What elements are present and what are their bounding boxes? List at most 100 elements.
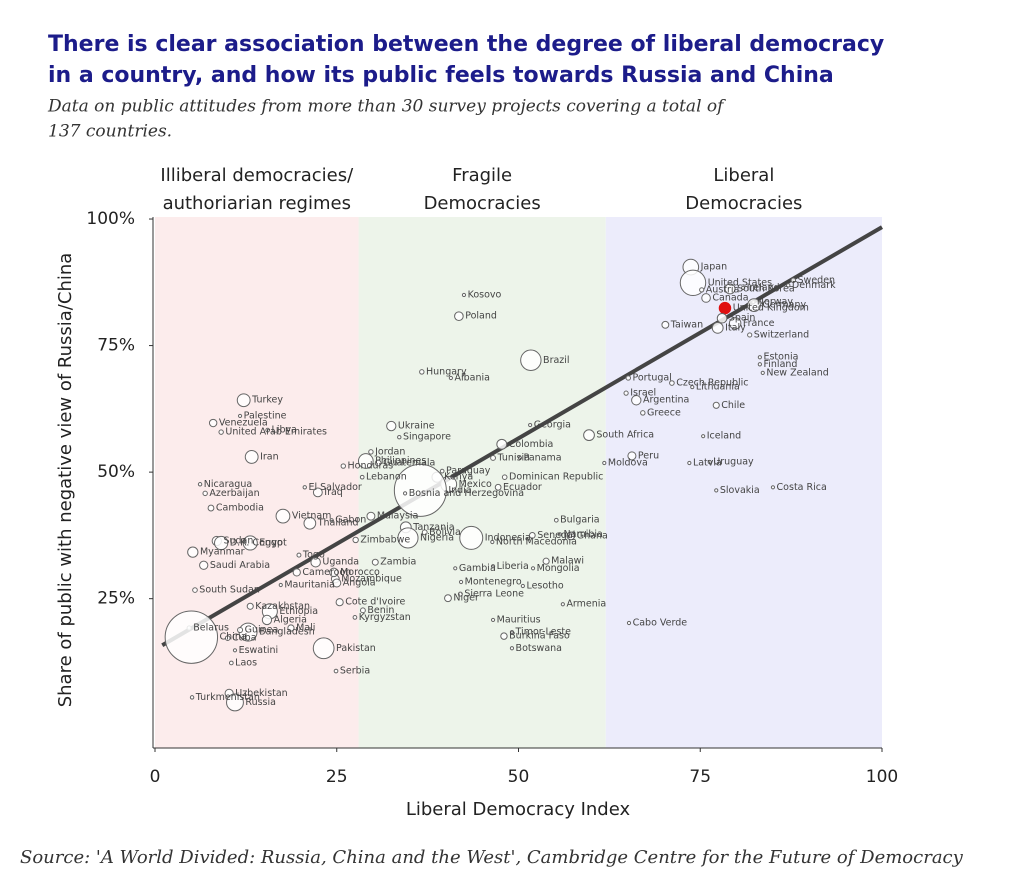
data-point [747,298,761,312]
point-label: Honduras [348,461,394,472]
data-point [352,536,359,544]
data-point [687,460,692,466]
data-point [528,532,536,539]
data-point [192,587,198,593]
point-label: Latvia [693,458,722,469]
point-label: Italy [725,322,746,333]
point-label: Denmark [792,280,836,291]
data-point [214,535,229,551]
point-label: Brazil [543,355,570,366]
point-label: Peru [638,450,659,461]
point-label: Malaysia [377,511,419,522]
point-label: Timor-Leste [515,627,572,638]
data-point [340,463,347,469]
data-point [312,637,335,660]
data-point [490,617,496,623]
point-label: Mozambique [341,573,402,584]
data-point [757,355,762,360]
data-point [494,483,502,491]
data-point [421,529,428,536]
point-label: Russia [245,697,276,708]
point-label: Singapore [403,432,451,443]
point-label: Slovakia [720,485,760,496]
point-label: Finland [764,359,798,370]
data-point [509,629,515,635]
data-point [454,311,464,322]
point-label: South Africa [596,430,654,441]
data-point [530,566,536,571]
data-point [232,648,238,653]
data-point [712,401,720,409]
data-point [557,532,563,537]
point-label: El Salvador [308,482,361,493]
y-tick-label: 100% [86,209,135,229]
point-label: Armenia [566,599,606,610]
data-point [371,558,379,566]
y-tick-label: 75% [97,336,135,356]
x-tick-label: 75 [689,767,711,787]
data-point [728,317,742,330]
point-label: Lesotho [526,581,563,592]
data-point [402,491,408,496]
data-point [303,516,317,530]
data-point [602,460,607,466]
data-point [197,482,203,487]
point-label: Burkina Faso [509,631,570,642]
data-point [397,434,402,440]
point-label: Pakistan [336,643,376,654]
point-label: Cabo Verde [633,617,688,628]
point-label: Egypt [259,537,287,548]
point-label: China [220,632,247,643]
data-point [790,277,797,283]
point-label: Cuba [232,633,257,644]
point-label: Lebanon [366,472,407,483]
point-label: Argentina [643,395,689,406]
data-point [707,459,712,465]
point-label: United Kingdom [733,303,809,314]
point-label: Myanmar [200,547,245,558]
point-label: Switzerland [754,329,809,340]
point-label: Guatemala [383,458,435,469]
point-label: Kenya [444,472,473,483]
point-label: Palestine [244,410,287,421]
data-point [542,557,550,565]
chart-subtitle: Data on public attitudes from more than … [47,97,726,117]
point-label: Senegal [537,530,575,541]
point-label: Belarus [193,623,229,634]
data-point [444,594,452,603]
point-label: Mongolia [537,563,580,574]
point-label: Lithuania [696,382,740,393]
data-point [699,287,705,293]
point-label: Morocco [340,567,380,578]
data-point [386,420,397,432]
point-label: Turkmenistan [195,692,260,703]
point-label: Cote d'Ivoire [345,597,405,608]
point-label: Azerbaijan [209,488,259,499]
data-point [553,517,559,523]
y-tick-label: 25% [97,589,135,609]
data-point [458,579,464,585]
point-label: Estonia [763,352,798,363]
point-label: Uzbekistan [235,688,287,699]
point-label: Turkey [251,395,283,406]
data-point [448,375,453,381]
data-point [461,292,467,298]
data-point [207,504,215,512]
data-point [747,332,753,338]
point-label: India [448,485,471,496]
point-label: Chile [721,400,745,411]
data-point [714,488,719,493]
point-label: Philippines [375,455,426,466]
point-label: Benin [367,605,394,616]
point-label: Gabon [335,515,366,526]
data-point [583,429,595,442]
data-point [302,485,307,490]
point-label: Hungary [426,366,467,377]
point-label: Greece [647,407,681,418]
point-label: United States [708,277,772,288]
point-label: South Sudan [199,585,260,596]
data-point [520,349,542,371]
point-label: Portugal [632,372,671,383]
point-label: Malawi [551,556,584,567]
point-label: Libya [272,425,297,436]
